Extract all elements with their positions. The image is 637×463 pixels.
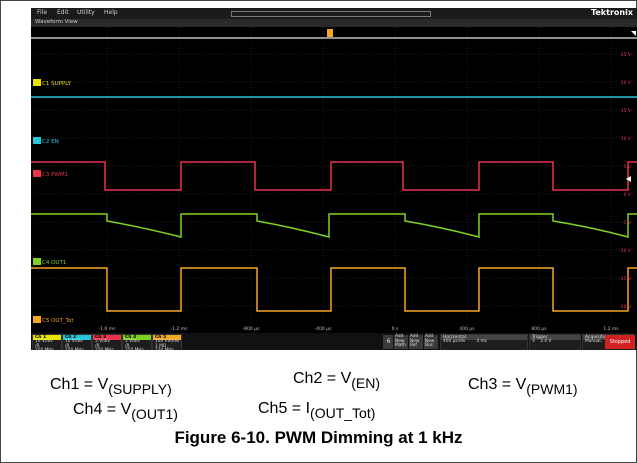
right-scale-label: 25 V — [621, 52, 632, 58]
waveform-view-header: Waveform View — [31, 19, 637, 27]
legend-ch4: Ch4 = V(OUT1) — [73, 401, 178, 422]
channel-box-3[interactable]: Ch 35 V/div/R250 MHz — [92, 334, 122, 350]
time-axis-label: 0 s — [392, 326, 399, 332]
ref-level-arrow-icon — [626, 176, 631, 182]
right-scale-label: 15 V — [621, 108, 632, 114]
channel-box-value: /R — [95, 343, 100, 349]
channel-box-4[interactable]: Ch 45 V/div/R250 MHz — [122, 334, 152, 350]
channel-labels: C1 SUPPLY C2 EN C3 PWM1 C4 OUT1 C5 OUT_T… — [33, 79, 74, 324]
run-stop-status-button[interactable]: Stopped — [605, 335, 635, 349]
menu-help[interactable]: Help — [104, 9, 118, 16]
trigger-title: Trigger — [530, 335, 580, 340]
channel-box-value: 5 V/div — [125, 339, 140, 344]
horizontal-line-1: 400 µs/div 4 ms — [443, 339, 487, 344]
channel-box-label: Ch 4 — [123, 335, 151, 340]
right-scale-labels: 25 V 20 V 15 V 10 V 5 V 0 V -5 V -10 V -15 V -20 … — [619, 52, 632, 310]
channel-box-value: 5 V/div — [95, 339, 110, 344]
tektronix-logo: Tektronix — [590, 8, 633, 17]
legend-ch1: Ch1 = V(SUPPLY) — [50, 376, 172, 397]
right-scale-label: -20 V — [619, 304, 632, 310]
label-c1: C1 SUPPLY — [42, 81, 72, 87]
channel-box-2[interactable]: Ch 210 V/div/R250 MHz — [62, 334, 92, 350]
menu-file[interactable]: File — [37, 9, 48, 16]
waveform-count-badge[interactable]: 6 — [383, 335, 393, 349]
waveform-svg: C1 SUPPLY C2 EN C3 PWM1 C4 OUT1 C5 OUT_T… — [31, 27, 637, 333]
channel-box-value: 10 V/div — [65, 339, 83, 344]
channel-box-value: 100 mA/div — [155, 339, 180, 344]
menu-bar: File Edit Utility Help Tektronix — [31, 8, 637, 19]
right-scale-label: 20 V — [621, 80, 632, 86]
time-axis-labels: -1.6 ms -1.2 ms -800 µs -400 µs 0 s 400 µs 800… — [99, 326, 620, 332]
add-new-math-button[interactable]: Add New Math — [394, 334, 408, 349]
channel-box-value: 250 MHz — [123, 349, 151, 350]
channel-box-label: Ch 1 — [33, 335, 61, 340]
ch3-pwm1-trace — [31, 161, 637, 191]
record-overview-bar[interactable] — [231, 11, 431, 17]
time-axis-label: 1.2 ms — [603, 326, 619, 332]
time-axis-label: 800 µs — [531, 326, 547, 332]
waveform-plot[interactable]: C1 SUPPLY C2 EN C3 PWM1 C4 OUT1 C5 OUT_T… — [31, 27, 637, 333]
horizontal-panel[interactable]: Horizontal 400 µs/div 4 ms — [440, 334, 528, 350]
right-scale-label: -5 V — [622, 220, 632, 226]
label-c4: C4 OUT1 — [42, 260, 66, 266]
horizontal-title: Horizontal — [441, 335, 527, 340]
graticule — [31, 27, 637, 333]
oscilloscope-screenshot: File Edit Utility Help Tektronix Wavefor… — [31, 8, 637, 350]
time-axis-label: -1.6 ms — [99, 326, 117, 332]
menu-edit[interactable]: Edit — [57, 9, 69, 16]
label-c3: C3 PWM1 — [42, 172, 68, 178]
status-bar: Ch 110 V/div/R250 MHzCh 210 V/div/R250 M… — [31, 333, 637, 350]
menu-utility[interactable]: Utility — [77, 9, 95, 16]
label-c2: C2 EN — [42, 139, 59, 145]
channel-box-value: 120 MHz — [153, 349, 181, 350]
channel-box-label: Ch 2 — [63, 335, 91, 340]
trigger-panel[interactable]: Trigger 3 2.4 V — [529, 334, 581, 350]
waveform-view-title: Waveform View — [35, 19, 78, 25]
trigger-line: 3 2.4 V — [532, 339, 552, 344]
channel-box-label: Ch 5 — [153, 335, 181, 340]
right-scale-label: -10 V — [619, 248, 632, 254]
channel-box-value: 1 MΩ — [155, 343, 167, 349]
legend-ch2: Ch2 = V(EN) — [293, 370, 381, 391]
channel-box-value: 250 MHz — [93, 349, 121, 350]
channel-box-value: /R — [125, 343, 130, 349]
channel-box-value: /R — [65, 343, 70, 349]
ch4-out1-trace — [31, 213, 637, 238]
corner-handle-icon[interactable] — [631, 31, 636, 36]
time-axis-label: 400 µs — [459, 326, 475, 332]
add-new-ref-button[interactable]: Add New Ref — [409, 334, 423, 349]
time-axis-label: -1.2 ms — [171, 326, 189, 332]
time-axis-label: -800 µs — [243, 326, 261, 332]
add-new-bus-button[interactable]: Add New Bus — [424, 334, 438, 349]
ch5-outtot-trace — [31, 267, 637, 312]
channel-box-value: 10 V/div — [35, 339, 53, 344]
right-scale-label: 10 V — [621, 136, 632, 142]
trigger-position-marker[interactable] — [327, 29, 333, 37]
channel-box-value: /R — [35, 343, 40, 349]
right-scale-label: 0 V — [624, 192, 632, 198]
label-c5: C5 OUT_Tot — [42, 318, 74, 324]
channel-box-1[interactable]: Ch 110 V/div/R250 MHz — [32, 334, 62, 350]
channel-box-label: Ch 3 — [93, 335, 121, 340]
figure-caption: Figure 6-10. PWM Dimming at 1 kHz — [174, 428, 463, 447]
time-axis-label: -400 µs — [315, 326, 333, 332]
legend-ch5: Ch5 = I(OUT_Tot) — [258, 400, 376, 421]
right-scale-label: -15 V — [619, 276, 632, 282]
channel-box-value: 250 MHz — [63, 349, 91, 350]
legend-ch3: Ch3 = V(PWM1) — [468, 376, 578, 397]
right-scale-label: 5 V — [624, 164, 632, 170]
channel-box-value: 250 MHz — [33, 349, 61, 350]
